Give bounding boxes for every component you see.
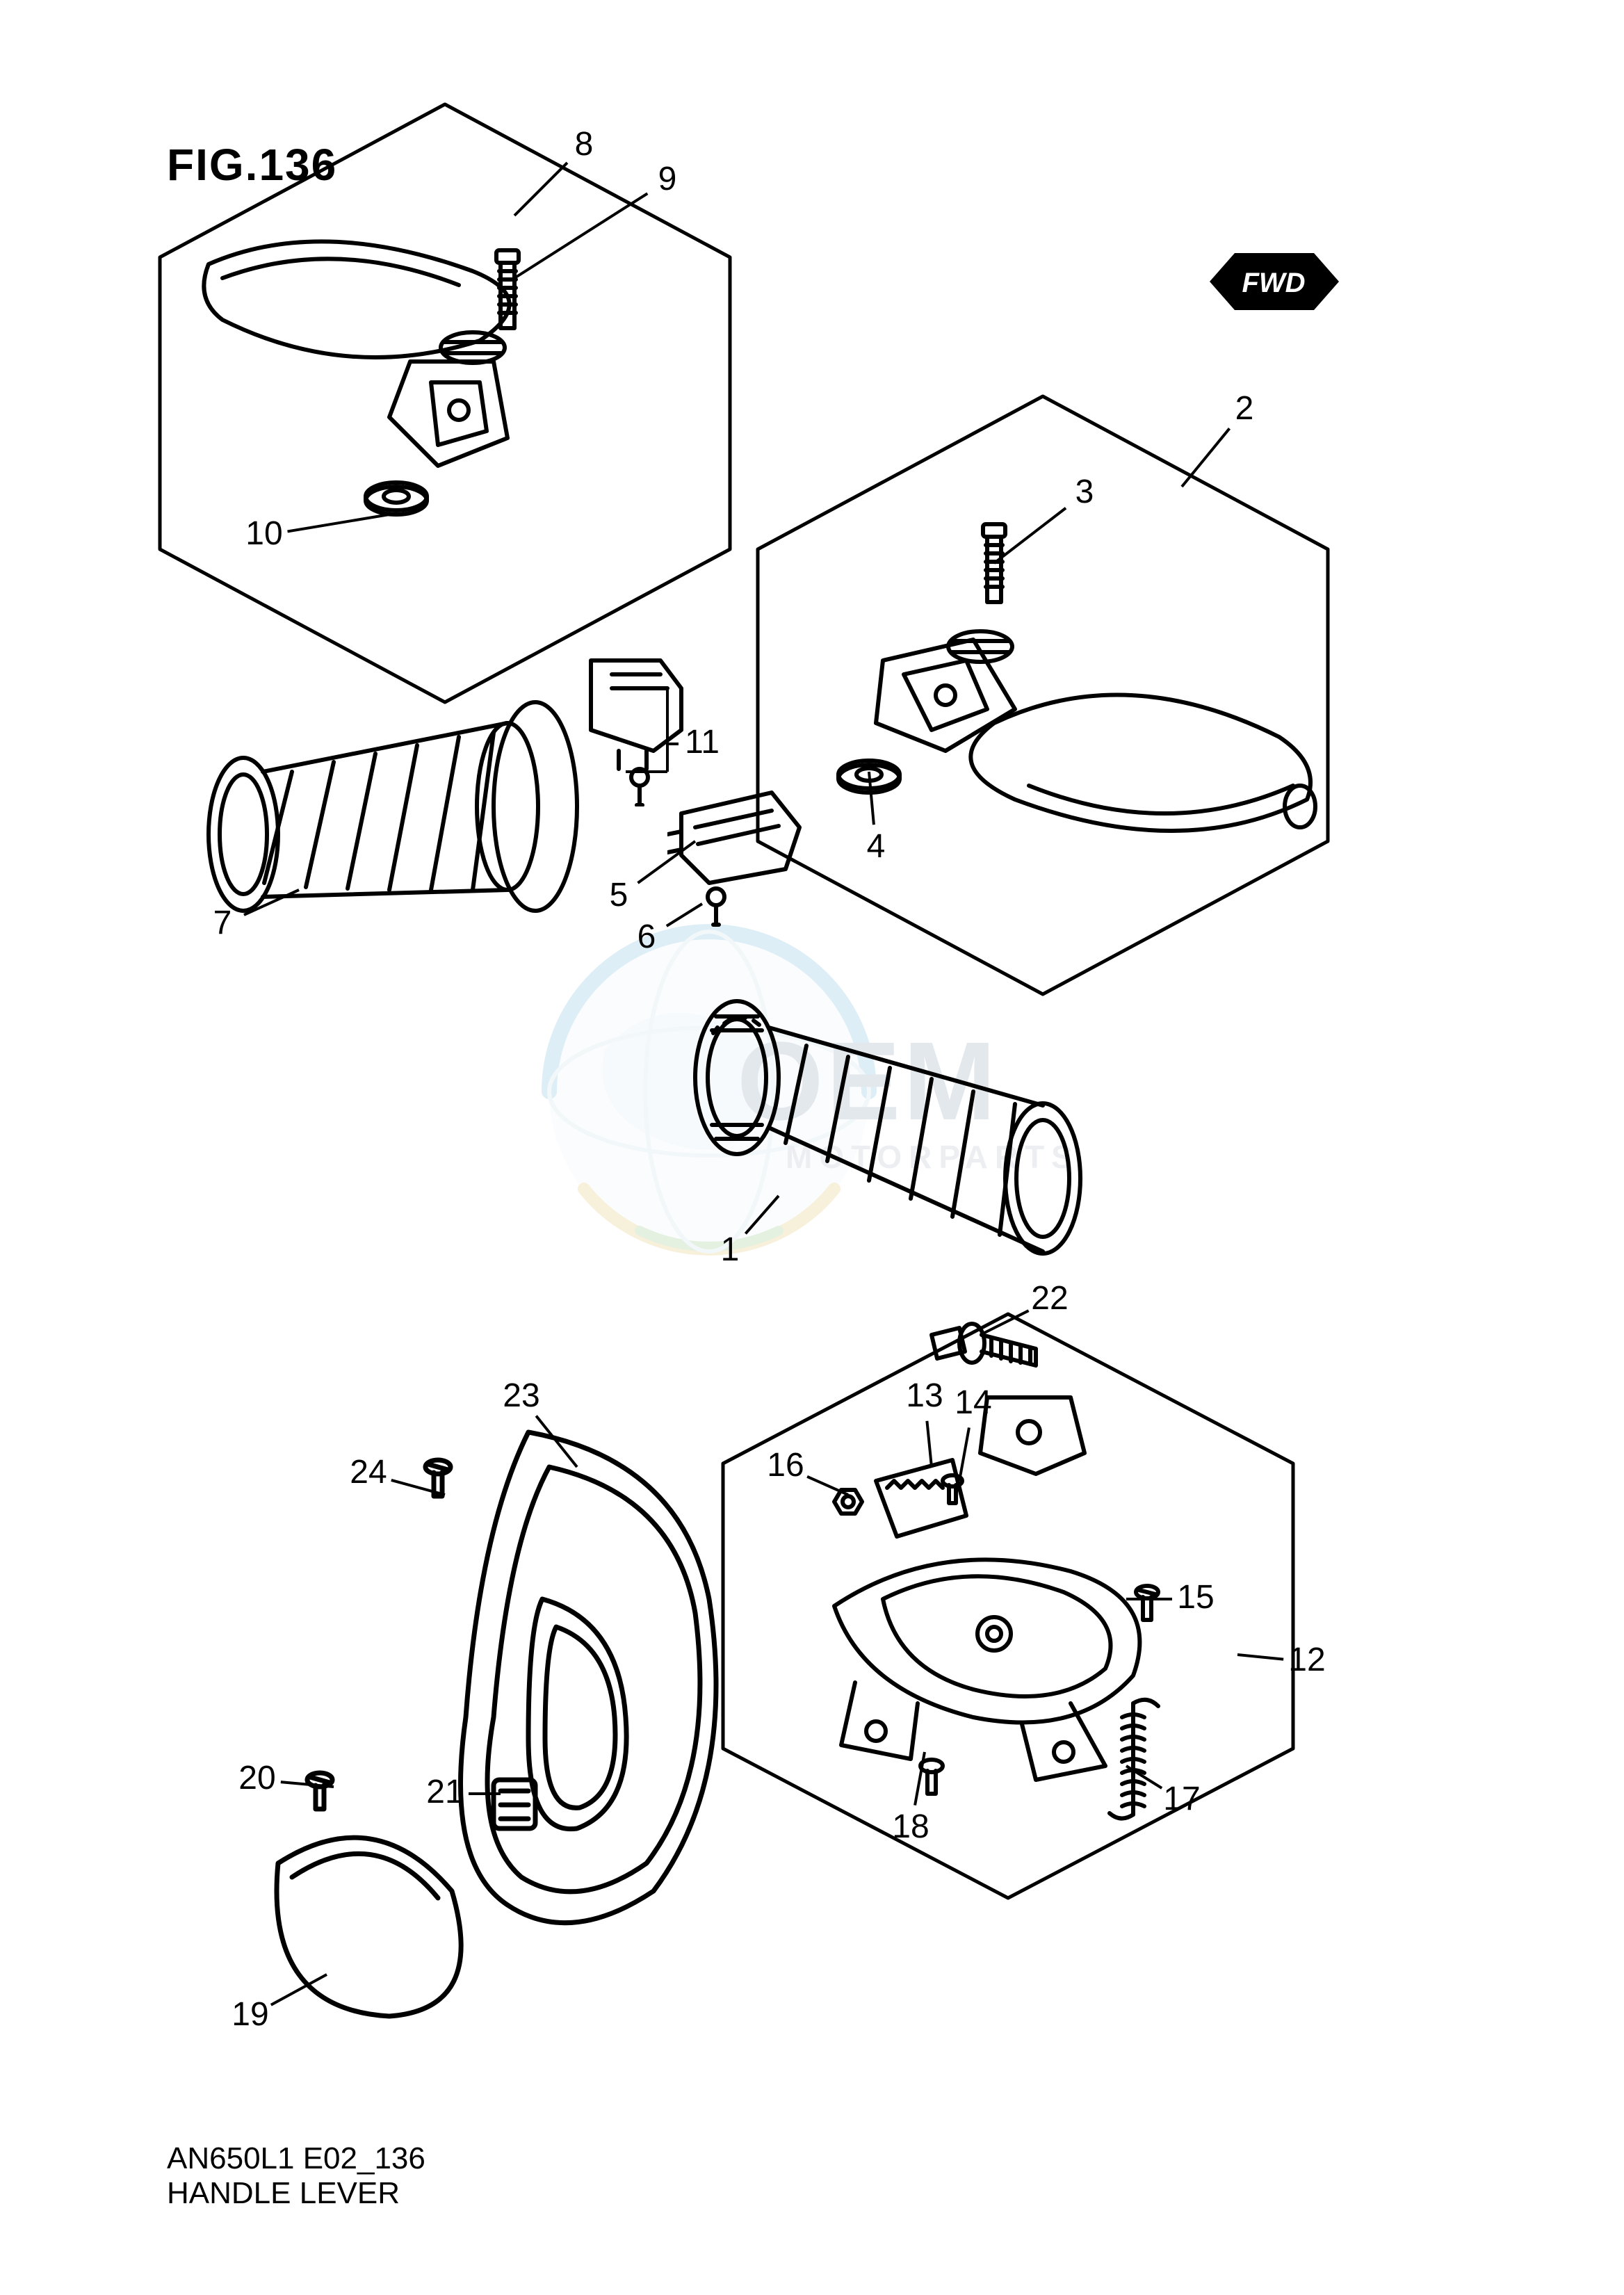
ref-13: 13 [904, 1377, 945, 1415]
ref-6: 6 [626, 918, 667, 956]
ref-23: 23 [501, 1377, 542, 1415]
ref-1: 1 [709, 1231, 751, 1269]
ref-22: 22 [1029, 1279, 1071, 1317]
ref-14: 14 [952, 1384, 994, 1422]
ref-19: 19 [229, 1995, 271, 2034]
ref-9: 9 [647, 160, 688, 198]
ref-5: 5 [598, 876, 640, 914]
footer-part-name: HANDLE LEVER [167, 2176, 400, 2211]
ref-7: 7 [202, 904, 243, 942]
footer-model-code: AN650L1 E02_136 [167, 2141, 425, 2176]
ref-8: 8 [563, 125, 605, 163]
ref-16: 16 [765, 1446, 806, 1484]
ref-18: 18 [890, 1808, 932, 1846]
diagram-page: FIG.136 FWD OEM MOTORPARTS [0, 0, 1624, 2295]
ref-2: 2 [1224, 389, 1265, 428]
ref-15: 15 [1175, 1578, 1217, 1616]
leader-lines [0, 0, 1624, 2295]
ref-20: 20 [236, 1759, 278, 1797]
ref-10: 10 [243, 514, 285, 553]
ref-21: 21 [424, 1773, 466, 1811]
ref-17: 17 [1161, 1780, 1203, 1818]
ref-3: 3 [1064, 473, 1105, 511]
ref-12: 12 [1286, 1641, 1328, 1679]
ref-4: 4 [855, 827, 897, 866]
ref-11: 11 [681, 723, 723, 761]
ref-24: 24 [348, 1453, 389, 1491]
